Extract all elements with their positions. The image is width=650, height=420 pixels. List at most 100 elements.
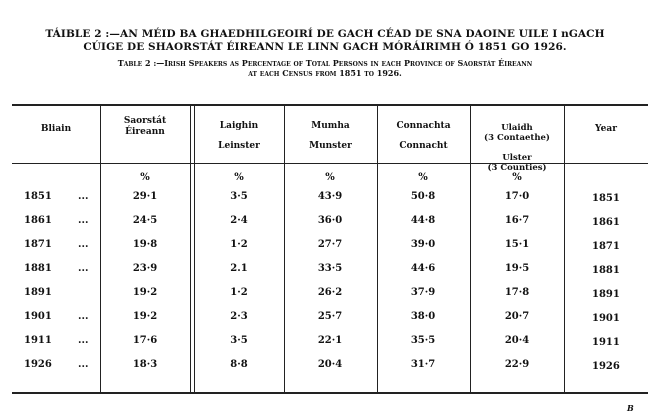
leader-dots: ... [78, 263, 89, 274]
table-cell: 29·1 [132, 191, 158, 202]
header-text: Munster [309, 141, 352, 151]
table-cell: 24·5 [132, 215, 158, 226]
title-irish-line-2: CÚIGE DE SHAORSTÁT ÉIREANN LE LINN GACH … [83, 41, 567, 53]
table-cell: 23·9 [132, 263, 158, 274]
table-cell: 50·8 [410, 191, 436, 202]
table-cell: 44·6 [410, 263, 436, 274]
column-divider [377, 105, 379, 393]
table-cell: 36·0 [317, 215, 343, 226]
header-ulster: Ulaidh (3 Contaethe) Ulster (3 Counties) [470, 113, 564, 183]
row-year: 1871 [24, 239, 52, 250]
table-cell: 17·8 [504, 287, 530, 298]
row-year-right: 1881 [592, 265, 620, 276]
table-cell: 2·3 [230, 311, 248, 322]
column-divider [470, 105, 472, 393]
header-text: Ulaidh (3 Contaethe) [484, 123, 550, 143]
title-english-line-2: at each Census from 1851 to 1926. [248, 68, 402, 78]
column-divider [190, 105, 192, 393]
row-year-right: 1901 [592, 313, 620, 324]
table-cell: 38·0 [410, 311, 436, 322]
table-cell: 35·5 [410, 335, 436, 346]
row-year-right: 1861 [592, 217, 620, 228]
unit-label: % [418, 172, 428, 183]
header-text: Mumha [311, 121, 350, 131]
unit-label: % [140, 172, 150, 183]
column-divider [564, 105, 566, 393]
row-year-right: 1911 [592, 337, 620, 348]
header-rule [12, 163, 648, 164]
table-bottom-rule [12, 392, 648, 394]
unit-label: % [234, 172, 244, 183]
table-cell: 20·4 [317, 359, 343, 370]
leader-dots: ... [78, 335, 89, 346]
table-cell: 17·6 [132, 335, 158, 346]
leader-dots: ... [78, 215, 89, 226]
table-cell: 1·2 [230, 287, 248, 298]
leader-dots: ... [78, 311, 89, 322]
table-cell: 17·0 [504, 191, 530, 202]
header-text: Ulster (3 Counties) [487, 153, 547, 173]
header-leinster: Laighin Leinster [194, 116, 284, 156]
row-year-right: 1871 [592, 241, 620, 252]
table-cell: 18·3 [132, 359, 158, 370]
table-cell: 33·5 [317, 263, 343, 274]
row-year: 1851 [24, 191, 52, 202]
title-irish-line-1: TÁIBLE 2 :—AN MÉID BA GHAEDHILGEOIRÍ DE … [45, 28, 605, 40]
table-cell: 19·5 [504, 263, 530, 274]
table-cell: 19·2 [132, 311, 158, 322]
row-year: 1861 [24, 215, 52, 226]
table-cell: 22·1 [317, 335, 343, 346]
table-cell: 44·8 [410, 215, 436, 226]
header-connacht: Connachta Connacht [377, 116, 470, 156]
header-munster: Mumha Munster [284, 116, 377, 156]
header-text: Éireann [125, 127, 165, 137]
table-cell: 1·2 [230, 239, 248, 250]
header-saorstat: Saorstát Éireann [100, 116, 190, 138]
header-text: Connachta [396, 121, 451, 131]
leader-dots: ... [78, 239, 89, 250]
row-year: 1901 [24, 311, 52, 322]
header-year: Year [595, 124, 617, 134]
table-cell: 19·2 [132, 287, 158, 298]
table-cell: 8·8 [230, 359, 248, 370]
table-cell: 20·4 [504, 335, 530, 346]
table-cell: 22·9 [504, 359, 530, 370]
row-year-right: 1891 [592, 289, 620, 300]
header-text: Saorstát [123, 116, 167, 126]
header-text: Leinster [218, 141, 260, 151]
table-cell: 37·9 [410, 287, 436, 298]
unit-label: % [325, 172, 335, 183]
header-bliain: Bliain [40, 124, 72, 134]
table-cell: 3·5 [230, 335, 248, 346]
page-mark: B [627, 403, 634, 413]
table-cell: 19·8 [132, 239, 158, 250]
table-cell: 2·4 [230, 215, 248, 226]
table-cell: 3·5 [230, 191, 248, 202]
table-cell: 43·9 [317, 191, 343, 202]
table-cell: 2.1 [230, 263, 248, 274]
column-divider [284, 105, 286, 393]
row-year: 1891 [24, 287, 52, 298]
row-year: 1911 [24, 335, 52, 346]
table-cell: 26·2 [317, 287, 343, 298]
leader-dots: ... [78, 359, 89, 370]
table-cell: 20·7 [504, 311, 530, 322]
row-year-right: 1851 [592, 193, 620, 204]
header-text: Connacht [399, 141, 448, 151]
column-divider [100, 105, 102, 393]
table-cell: 16·7 [504, 215, 530, 226]
leader-dots: ... [78, 191, 89, 202]
table-top-rule [12, 104, 648, 106]
table-cell: 25·7 [317, 311, 343, 322]
table-cell: 39·0 [410, 239, 436, 250]
row-year: 1881 [24, 263, 52, 274]
table-cell: 15·1 [504, 239, 530, 250]
table-cell: 27·7 [317, 239, 343, 250]
row-year: 1926 [24, 359, 52, 370]
title-english-line-1: Table 2 :—Irish Speakers as Percentage o… [117, 58, 533, 68]
header-text: Laighin [219, 121, 259, 131]
column-divider [194, 105, 196, 393]
row-year-right: 1926 [592, 361, 620, 372]
unit-label: % [512, 172, 522, 183]
